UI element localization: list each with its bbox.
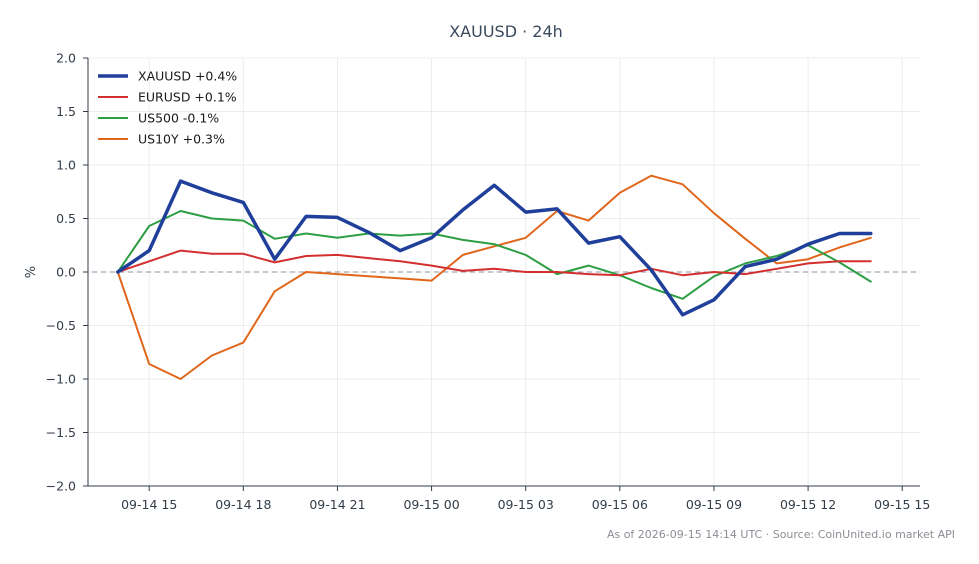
legend-entry: XAUUSD +0.4% <box>138 69 237 84</box>
y-tick-label: 1.0 <box>56 158 76 173</box>
y-tick-label: −0.5 <box>46 318 76 333</box>
series-line <box>116 249 872 277</box>
series-line <box>116 179 873 317</box>
y-tick-label: 0.5 <box>56 211 76 226</box>
x-tick-label: 09-14 21 <box>309 497 365 512</box>
series-line <box>116 210 872 300</box>
footer-note: As of 2026-09-15 14:14 UTC · Source: Coi… <box>607 528 955 541</box>
axes: 2.0 1.5 1.0 0.5 0.0 −0.5 −1.0 −1.5 −2.0 09-14 15 0… <box>46 51 931 513</box>
x-tick-label: 09-14 15 <box>121 497 177 512</box>
y-axis-label: % <box>24 266 39 278</box>
x-tick-label: 09-15 06 <box>592 497 648 512</box>
y-tick-label: 1.5 <box>56 104 76 119</box>
series-lines <box>116 174 873 380</box>
y-tick-label: −1.5 <box>46 425 76 440</box>
y-tick-label: 0.0 <box>56 265 76 280</box>
chart-title: XAUUSD · 24h <box>449 22 563 41</box>
legend-entry: US500 -0.1% <box>138 111 219 126</box>
x-tick-label: 09-15 15 <box>874 497 930 512</box>
y-tick-label: −2.0 <box>46 479 76 494</box>
legend-entry: US10Y +0.3% <box>138 132 225 147</box>
y-tick-label: −1.0 <box>46 372 76 387</box>
x-tick-label: 09-15 12 <box>780 497 836 512</box>
x-tick-label: 09-14 18 <box>215 497 271 512</box>
x-tick-label: 09-15 09 <box>686 497 742 512</box>
series-line <box>116 174 872 380</box>
x-tick-label: 09-15 03 <box>498 497 554 512</box>
x-tick-label: 09-15 00 <box>403 497 459 512</box>
legend: XAUUSD +0.4% EURUSD +0.1% US500 -0.1% US10Y… <box>98 69 237 147</box>
y-tick-label: 2.0 <box>56 51 76 66</box>
legend-entry: EURUSD +0.1% <box>138 90 237 105</box>
